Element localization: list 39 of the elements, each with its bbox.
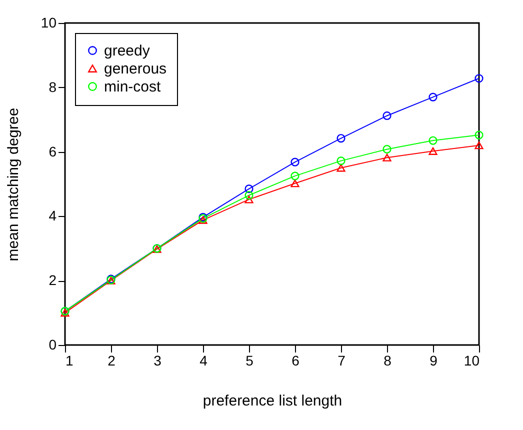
point [428,92,438,102]
x-tick-label: 9 [430,352,438,368]
x-tick-label: 7 [338,352,346,368]
point [290,172,300,180]
point [290,158,300,166]
x-tick-label: 6 [292,352,300,368]
point [474,74,484,83]
legend-label: greedy [104,42,150,60]
point [244,196,254,204]
point [428,136,438,145]
point [244,190,254,200]
point [336,156,346,166]
y-tick-label: 10 [40,14,57,30]
y-tick-label: 4 [48,208,57,224]
legend-label: min-cost [104,78,162,96]
point [474,130,484,140]
point [336,134,346,143]
point [382,144,392,154]
x-tick-label: 4 [200,352,208,368]
x-tick-label: 2 [108,352,116,368]
point [474,142,484,150]
legend-label: generous [104,60,167,78]
point [428,147,438,155]
x-tick-label: 3 [154,352,162,368]
y-axis-title: mean matching degree [4,108,22,262]
point [382,111,392,120]
x-tick-label: 8 [384,352,392,368]
point [290,180,300,188]
point [382,154,392,162]
y-tick-label: 0 [48,336,57,352]
y-tick-label: 6 [48,143,57,160]
point [336,164,346,172]
y-tick-label: 2 [48,272,57,288]
x-tick-label: 1 [66,352,74,368]
x-axis-title: preference list length [202,392,342,410]
x-tick-label: 5 [246,352,254,368]
point [244,184,254,194]
y-tick-label: 8 [48,78,57,95]
x-tick-label: 10 [464,352,480,368]
